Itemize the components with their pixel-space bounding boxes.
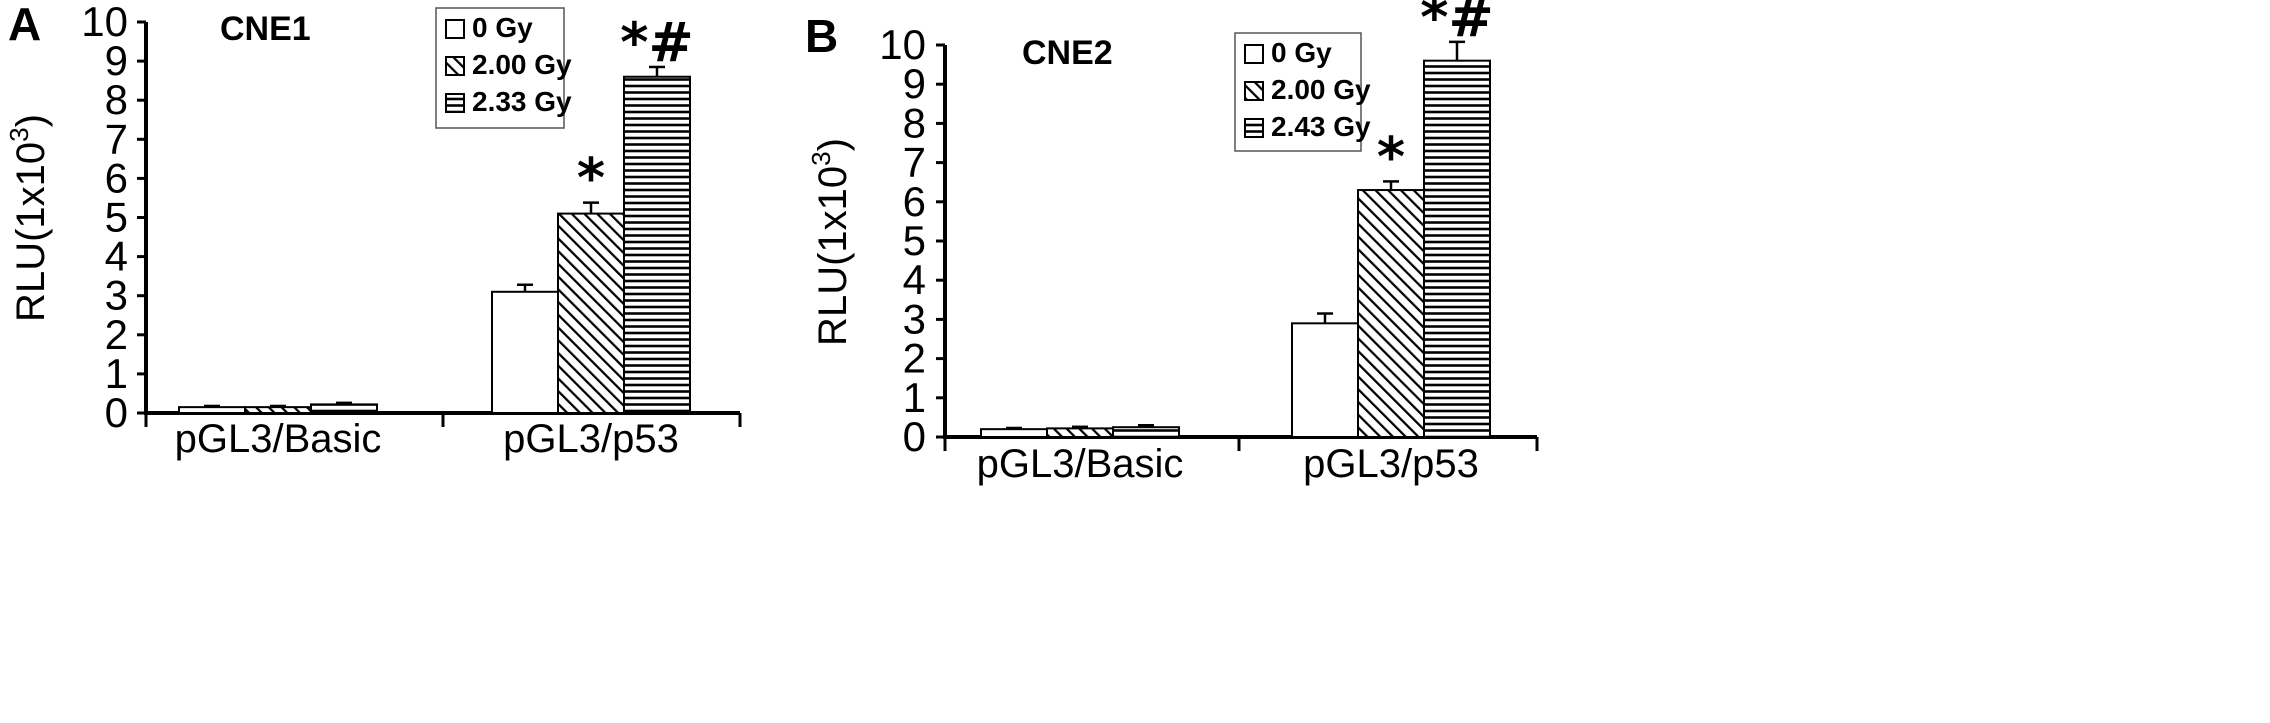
bar [1046, 427, 1114, 439]
y-tick-label: 7 [105, 115, 128, 162]
bar [244, 406, 312, 415]
bar [178, 406, 246, 415]
y-tick-label: 2 [903, 335, 926, 382]
y-tick-label: 0 [105, 389, 128, 436]
x-category-label: pGL3/Basic [977, 442, 1184, 486]
y-tick-label: 10 [81, 0, 128, 45]
chart-title: CNE1 [220, 10, 311, 48]
significance-mark: *# [1420, 0, 1494, 49]
y-tick-label: 4 [903, 256, 926, 303]
y-tick-label: 8 [105, 76, 128, 123]
bar [623, 75, 691, 415]
bar [1423, 59, 1491, 439]
legend-label: 2.00 Gy [1271, 74, 1371, 105]
bar [1357, 189, 1425, 438]
y-tick-label: 6 [903, 178, 926, 225]
y-tick-label: 5 [903, 217, 926, 264]
y-axis-label: RLU(1x103) [4, 114, 53, 322]
legend-label: 2.33 Gy [472, 86, 572, 117]
y-tick-label: 9 [903, 60, 926, 107]
panel-letter: B [805, 10, 838, 62]
y-tick-label: 3 [903, 295, 926, 342]
significance-mark: * [1377, 125, 1405, 188]
legend-label: 2.00 Gy [472, 49, 572, 80]
y-tick-label: 7 [903, 139, 926, 186]
y-tick-label: 3 [105, 272, 128, 319]
y-tick-label: 2 [105, 311, 128, 358]
bar [491, 290, 559, 415]
legend-label: 0 Gy [472, 12, 533, 43]
legend-label: 2.43 Gy [1271, 111, 1371, 142]
y-tick-label: 0 [903, 413, 926, 460]
bar [980, 428, 1048, 439]
y-tick-label: 9 [105, 37, 128, 84]
bar [310, 403, 378, 415]
legend-label: 0 Gy [1271, 37, 1332, 68]
legend-swatch [1244, 44, 1264, 64]
y-tick-label: 1 [903, 374, 926, 421]
legend-swatch [1244, 81, 1264, 101]
y-tick-label: 5 [105, 194, 128, 241]
bar [1112, 426, 1180, 439]
x-category-label: pGL3/Basic [175, 417, 382, 461]
bar [557, 212, 625, 414]
y-tick-label: 8 [903, 99, 926, 146]
chart-title: CNE2 [1022, 34, 1113, 72]
legend-swatch [1244, 118, 1264, 138]
y-axis-label: RLU(1x103) [806, 138, 855, 346]
y-tick-label: 6 [105, 154, 128, 201]
y-tick-label: 4 [105, 233, 128, 280]
bar [1291, 322, 1359, 439]
significance-mark: *# [620, 11, 694, 74]
legend-swatch [445, 56, 465, 76]
significance-mark: * [577, 147, 605, 210]
y-tick-label: 1 [105, 350, 128, 397]
panel-letter: A [8, 0, 41, 50]
y-tick-label: 10 [879, 21, 926, 68]
x-category-label: pGL3/p53 [503, 417, 679, 461]
legend-swatch [445, 19, 465, 39]
x-category-label: pGL3/p53 [1303, 442, 1479, 486]
legend-swatch [445, 93, 465, 113]
